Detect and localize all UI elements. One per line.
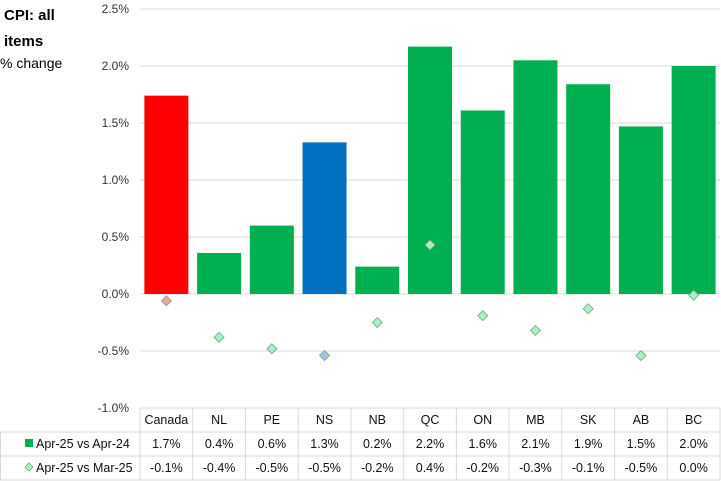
bar-canada: [144, 95, 189, 294]
marker-canada: [160, 295, 172, 307]
category-label: Canada: [144, 413, 188, 427]
legend-label-marker: Apr-25 vs Mar-25: [36, 461, 133, 475]
data-label-marker: -0.3%: [519, 461, 552, 475]
category-label: SK: [580, 413, 597, 427]
data-label-bar: 1.9%: [574, 437, 603, 451]
data-label-marker: -0.1%: [150, 461, 183, 475]
marker-nb: [371, 316, 383, 329]
category-label: NB: [369, 413, 386, 427]
y-tick-label: -0.5%: [98, 344, 130, 358]
data-label-bar: 1.5%: [627, 437, 656, 451]
y-axis-label: % change: [0, 55, 62, 71]
chart-title-line-1: CPI: all: [4, 7, 55, 24]
bar-qc: [408, 46, 452, 295]
marker-nl: [213, 331, 225, 343]
y-tick-label: 0.0%: [102, 287, 130, 301]
marker-mb: [529, 324, 542, 337]
data-label-marker: -0.4%: [203, 461, 236, 475]
data-label-marker: -0.5%: [255, 461, 288, 475]
category-label: AB: [633, 413, 650, 427]
data-label-bar: 1.6%: [468, 437, 497, 451]
marker-qc: [424, 239, 436, 251]
marker-ns: [318, 349, 331, 362]
data-label-bar: 2.2%: [416, 437, 445, 451]
category-label: ON: [473, 413, 492, 427]
y-tick-label: 2.5%: [102, 2, 130, 16]
data-label-marker: 0.4%: [416, 461, 445, 475]
y-tick-label: 1.0%: [102, 173, 130, 187]
y-tick-label: 0.5%: [102, 230, 130, 244]
category-label: PE: [263, 413, 280, 427]
data-label-marker: -0.5%: [625, 461, 658, 475]
category-label: BC: [685, 413, 702, 427]
chart-title-line-2: items: [4, 33, 43, 50]
data-label-marker: -0.2%: [361, 461, 394, 475]
bar-bc: [671, 66, 716, 294]
bar-sk: [566, 84, 611, 295]
marker-ab: [635, 349, 647, 362]
bar-on: [460, 110, 505, 295]
bar-nb: [355, 266, 400, 294]
data-label-bar: 2.0%: [679, 437, 708, 451]
data-label-marker: -0.1%: [572, 461, 605, 475]
category-label: NL: [211, 413, 227, 427]
y-tick-label: -1.0%: [98, 401, 130, 415]
data-label-bar: 0.4%: [205, 437, 234, 451]
data-label-marker: -0.2%: [466, 461, 499, 475]
data-label-marker: 0.0%: [679, 461, 708, 475]
y-tick-label: 1.5%: [102, 116, 130, 130]
y-tick-label: 2.0%: [102, 59, 130, 73]
bar-ab: [618, 126, 663, 294]
legend-label-bar: Apr-25 vs Apr-24: [36, 437, 130, 451]
marker-pe: [266, 343, 278, 355]
data-label-bar: 1.3%: [310, 437, 339, 451]
data-label-bar: 1.7%: [152, 437, 181, 451]
bar-nl: [197, 252, 242, 294]
marker-on: [477, 310, 489, 322]
data-label-bar: 2.1%: [521, 437, 550, 451]
marker-bc: [688, 289, 700, 301]
data-label-bar: 0.2%: [363, 437, 392, 451]
bar-pe: [249, 225, 294, 294]
category-label: MB: [526, 413, 545, 427]
data-label-marker: -0.5%: [308, 461, 341, 475]
category-label: NS: [316, 413, 333, 427]
data-label-bar: 0.6%: [258, 437, 287, 451]
bar-ns: [302, 142, 347, 294]
legend-square-icon: [25, 439, 33, 447]
bar-mb: [513, 60, 558, 294]
category-label: QC: [421, 413, 440, 427]
legend-diamond-icon: [24, 462, 34, 472]
marker-sk: [582, 303, 594, 315]
